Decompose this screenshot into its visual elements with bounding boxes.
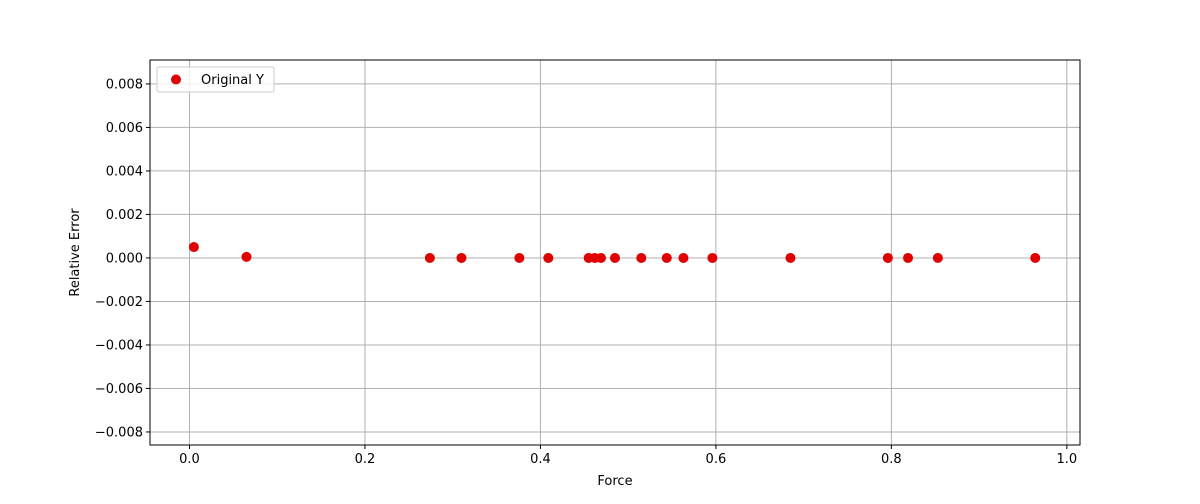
- y-tick-label: 0.008: [106, 77, 143, 92]
- data-point: [424, 252, 435, 263]
- x-axis-label: Force: [597, 474, 632, 489]
- legend-marker: [171, 74, 181, 85]
- x-tick-label: 0.2: [355, 452, 376, 467]
- data-point: [785, 252, 796, 263]
- y-tick-label: 0.004: [106, 164, 143, 179]
- y-tick-label: 0.000: [106, 251, 143, 266]
- data-point: [678, 252, 689, 263]
- grid-lines: [150, 60, 1080, 445]
- legend-label: Original Y: [201, 73, 264, 88]
- y-axis: −0.008 −0.006 −0.004 −0.002 0.000 0.002 0.004 0…: [95, 77, 150, 440]
- y-axis-label: Relative Error: [68, 208, 83, 297]
- legend-box: [156, 66, 275, 93]
- x-tick-label: 0.6: [706, 452, 727, 467]
- y-tick-label: −0.004: [95, 338, 143, 353]
- data-point: [543, 252, 554, 263]
- data-point: [595, 252, 606, 263]
- x-tick-label: 0.8: [881, 452, 902, 467]
- data-point: [707, 252, 718, 263]
- data-point: [610, 252, 620, 263]
- y-tick-label: 0.002: [106, 208, 143, 223]
- data-point: [636, 252, 647, 263]
- data-point: [661, 252, 672, 263]
- x-tick-label: 0.0: [179, 452, 200, 467]
- plot-frame: [149, 59, 1081, 446]
- x-tick-label: 0.4: [530, 452, 551, 467]
- data-point: [456, 252, 467, 263]
- data-point: [932, 252, 943, 263]
- data-point: [882, 252, 893, 263]
- data-point: [1030, 252, 1041, 263]
- data-point: [514, 252, 525, 263]
- y-tick-label: −0.006: [95, 382, 143, 397]
- legend: Original Y: [156, 66, 275, 93]
- y-tick-label: −0.008: [95, 425, 143, 440]
- x-axis: 0.0 0.2 0.4 0.6 0.8 1.0: [179, 445, 1077, 467]
- data-point: [188, 242, 199, 253]
- data-point: [903, 252, 914, 263]
- y-tick-label: −0.002: [95, 295, 143, 310]
- data-points: [188, 242, 1041, 263]
- x-tick-label: 1.0: [1056, 452, 1077, 467]
- y-tick-label: 0.006: [106, 121, 143, 136]
- data-point: [241, 251, 252, 262]
